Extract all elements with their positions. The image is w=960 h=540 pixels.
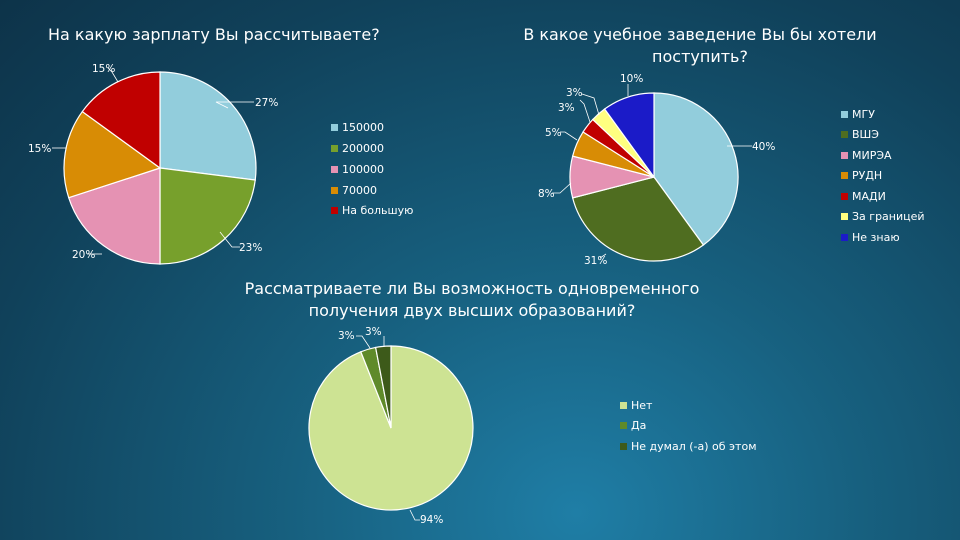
chart-university-slices [569, 92, 739, 262]
pct-two-degrees-yes: 3% [338, 330, 355, 342]
pie-slice-dontknow [374, 345, 392, 429]
chart-university-legend: МГУ ВШЭ МИРЭА РУДН МАДИ За границей Не з… [841, 108, 925, 244]
legend-label-unknown: Не знаю [852, 231, 900, 244]
chart-university-pct-labels: 40% 31% 8% 5% 3% 3% 10% [538, 73, 775, 267]
legend-label-70000: 70000 [342, 184, 377, 197]
chart-salary-leaders [52, 67, 254, 255]
legend-swatch-mirea [841, 152, 848, 159]
legend-swatch-100000 [331, 166, 338, 173]
chart-two-degrees-legend: Нет Да Не думал (-а) об этом [620, 399, 757, 453]
legend-swatch-no [620, 402, 627, 409]
pie-slice-hse [571, 176, 705, 262]
legend-swatch-150000 [331, 124, 338, 131]
leader-university-abroad [581, 93, 600, 116]
legend-swatch-70000 [331, 187, 338, 194]
legend-label-madi: МАДИ [852, 190, 886, 203]
pct-university-rudn: 5% [545, 127, 562, 139]
pct-salary-200000: 23% [239, 242, 262, 254]
pct-salary-150000: 27% [255, 97, 278, 109]
legend-swatch-200000 [331, 145, 338, 152]
legend-label-200000: 200000 [342, 142, 384, 155]
chart-salary-legend: 150000 200000 100000 70000 На большую [331, 121, 413, 217]
legend-swatch-hse [841, 131, 848, 138]
legend-label-rudn: РУДН [852, 169, 882, 182]
pct-salary-bigger: 15% [92, 63, 115, 75]
pie-slice-70000 [63, 110, 162, 199]
legend-swatch-unknown [841, 234, 848, 241]
chart-two-degrees-pct-labels: 3% 3% 94% [338, 326, 443, 526]
legend-label-mgu: МГУ [852, 108, 875, 121]
pct-university-mgu: 40% [752, 141, 775, 153]
pct-salary-100000: 20% [72, 249, 95, 261]
pie-slice-150000 [159, 71, 257, 181]
chart-university-title-line2: поступить? [652, 47, 748, 66]
leader-salary-200000 [219, 231, 240, 248]
pct-university-madi: 3% [558, 102, 575, 114]
leader-university-madi [579, 99, 591, 123]
chart-two-degrees-slices [308, 345, 474, 511]
leader-salary-150000 [215, 101, 254, 109]
chart-university-leaders [552, 84, 752, 259]
leader-salary-bigger [107, 67, 119, 83]
legend-label-150000: 150000 [342, 121, 384, 134]
pie-slice-bigger [81, 71, 161, 170]
pct-university-hse: 31% [584, 255, 607, 267]
leader-university-mirea [552, 182, 572, 194]
legend-swatch-abroad [841, 213, 848, 220]
chart-two-degrees-leaders [356, 335, 420, 521]
legend-swatch-rudn [841, 172, 848, 179]
pie-slice-unknown [603, 92, 655, 179]
pie-slice-100000 [67, 167, 161, 265]
legend-label-no: Нет [631, 399, 653, 412]
legend-swatch-yes [620, 422, 627, 429]
legend-label-100000: 100000 [342, 163, 384, 176]
pct-two-degrees-no: 94% [420, 514, 443, 526]
pct-university-mirea: 8% [538, 188, 555, 200]
chart-salary-pct-labels: 27% 23% 20% 15% 15% [28, 63, 278, 261]
chart-two-degrees-title-line2: получения двух высших образований? [309, 301, 636, 320]
pct-salary-70000: 15% [28, 143, 51, 155]
legend-label-dontknow: Не думал (-а) об этом [631, 440, 757, 453]
pct-two-degrees-dontknow: 3% [365, 326, 382, 338]
chart-university-title-line1: В какое учебное заведение Вы бы хотели [523, 25, 876, 44]
legend-label-hse: ВШЭ [852, 128, 879, 141]
leader-two-degrees-yes [356, 335, 371, 349]
pct-university-unknown: 10% [620, 73, 643, 85]
chart-two-degrees-title-line1: Рассматриваете ли Вы возможность одновре… [245, 279, 700, 298]
legend-label-bigger: На большую [342, 204, 413, 217]
chart-salary-slices [63, 71, 257, 265]
chart-salary: На какую зарплату Вы рассчитываете? 27% … [28, 25, 413, 265]
legend-swatch-madi [841, 193, 848, 200]
pie-slice-200000 [159, 167, 256, 265]
legend-label-mirea: МИРЭА [852, 149, 892, 162]
legend-swatch-mgu [841, 111, 848, 118]
legend-swatch-dontknow [620, 443, 627, 450]
pct-university-abroad: 3% [566, 87, 583, 99]
leader-university-hse [599, 253, 607, 259]
chart-university: В какое учебное заведение Вы бы хотели п… [523, 25, 924, 267]
chart-salary-title: На какую зарплату Вы рассчитываете? [48, 25, 380, 44]
legend-label-abroad: За границей [852, 210, 925, 223]
leader-university-rudn [560, 131, 578, 141]
chart-two-degrees: Рассматриваете ли Вы возможность одновре… [245, 279, 757, 526]
legend-label-yes: Да [631, 419, 646, 432]
legend-swatch-bigger [331, 207, 338, 214]
pie-slice-no [308, 345, 474, 511]
leader-two-degrees-no [409, 509, 420, 521]
pie-slice-mgu [653, 92, 739, 246]
